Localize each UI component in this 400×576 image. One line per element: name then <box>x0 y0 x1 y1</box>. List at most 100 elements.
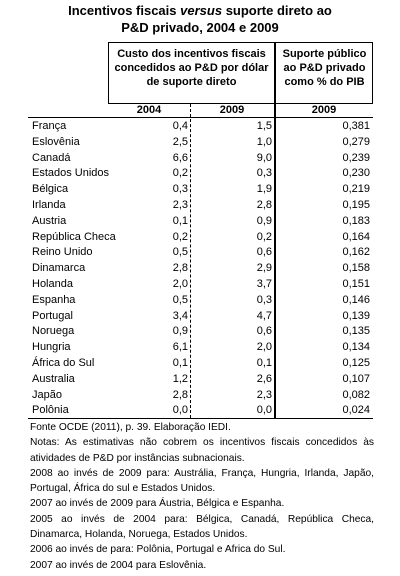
value-cell: 0,2 <box>172 230 188 243</box>
country-cell: Espanha <box>32 293 76 306</box>
border <box>28 117 373 118</box>
value-cell: 0,139 <box>342 309 370 322</box>
value-cell: 0,9 <box>172 325 188 338</box>
country-cell: Austria <box>32 214 67 227</box>
value-cell: 0,3 <box>172 183 188 196</box>
value-cell: 2,8 <box>172 388 188 401</box>
value-cell: 0,164 <box>342 230 370 243</box>
value-cell: 0,134 <box>342 341 370 354</box>
value-cell: 0,2 <box>256 230 272 243</box>
country-cell: Canadá <box>32 151 71 164</box>
country-cell: Noruega <box>32 325 75 338</box>
note: 2006 ao invés de para: Polônia, Portugal… <box>30 544 286 556</box>
sub-header: 2009 <box>219 104 245 116</box>
country-cell: Bélgica <box>32 183 69 196</box>
value-cell: 0,3 <box>256 293 272 306</box>
sub-header: 2009 <box>311 104 337 116</box>
value-cell: 1,2 <box>172 372 188 385</box>
country-cell: Holanda <box>32 278 73 290</box>
divider <box>190 104 191 418</box>
title-text: P&D privado, 2004 e 2009 <box>121 20 279 35</box>
value-cell: 0,125 <box>342 357 370 369</box>
value-cell: 0,239 <box>342 151 370 164</box>
value-cell: 0,1 <box>256 357 272 369</box>
country-cell: África do Sul <box>32 357 95 369</box>
value-cell: 9,0 <box>256 151 272 164</box>
value-cell: 2,6 <box>256 372 272 385</box>
country-cell: Polônia <box>32 404 69 417</box>
country-cell: Portugal <box>32 309 73 322</box>
value-cell: 0,219 <box>342 183 370 196</box>
title: Incentivos fiscais versus suporte direto… <box>0 2 400 36</box>
value-cell: 4,7 <box>256 309 272 322</box>
sub-header: 2004 <box>136 104 162 116</box>
country-cell: Eslovênia <box>32 135 80 148</box>
value-cell: 0,1 <box>172 214 188 227</box>
value-cell: 0,082 <box>342 388 370 401</box>
country-cell: França <box>32 120 67 132</box>
value-cell: 2,3 <box>172 199 188 211</box>
value-cell: 0,279 <box>342 135 370 148</box>
value-cell: 1,0 <box>256 135 272 148</box>
value-cell: 0,5 <box>172 246 188 259</box>
country-cell: Estados Unidos <box>32 167 110 180</box>
country-cell: República Checa <box>32 230 116 243</box>
value-cell: 0,0 <box>256 404 272 417</box>
border <box>28 418 373 419</box>
value-cell: 0,158 <box>342 262 370 275</box>
value-cell: 2,3 <box>256 388 272 401</box>
value-cell: 0,5 <box>172 293 188 306</box>
value-cell: 0,1 <box>172 357 188 369</box>
title-italic: versus <box>180 3 223 18</box>
value-cell: 1,9 <box>256 183 272 196</box>
value-cell: 2,9 <box>256 262 272 275</box>
title-text: Incentivos fiscais <box>68 3 177 18</box>
value-cell: 0,162 <box>342 246 370 259</box>
value-cell: 0,381 <box>342 120 370 132</box>
country-cell: Irlanda <box>32 199 66 211</box>
value-cell: 2,0 <box>256 341 272 354</box>
value-cell: 6,1 <box>172 341 188 354</box>
value-cell: 0,135 <box>342 325 370 338</box>
country-cell: Reino Unido <box>32 246 93 259</box>
group-header: Suporte público ao P&D privado como % do… <box>282 48 367 88</box>
notes: Fonte OCDE (2011), p. 39. Elaboração IED… <box>30 420 374 573</box>
value-cell: 6,6 <box>172 151 188 164</box>
value-cell: 2,8 <box>172 262 188 275</box>
value-cell: 0,230 <box>342 167 370 180</box>
value-cell: 0,024 <box>342 404 370 417</box>
value-cell: 0,195 <box>342 199 370 211</box>
value-cell: 2,5 <box>172 135 188 148</box>
value-cell: 0,151 <box>342 278 370 290</box>
value-cell: 0,6 <box>256 246 272 259</box>
country-cell: Hungria <box>32 341 71 354</box>
title-text: suporte direto ao <box>225 3 332 18</box>
value-cell: 0,6 <box>256 325 272 338</box>
value-cell: 0,9 <box>256 214 272 227</box>
value-cell: 0,183 <box>342 214 370 227</box>
value-cell: 0,4 <box>172 120 188 132</box>
note: Notas: As estimativas não cobrem os ince… <box>30 437 374 464</box>
country-cell: Japão <box>32 388 62 401</box>
value-cell: 0,107 <box>342 372 370 385</box>
border <box>108 42 373 43</box>
value-cell: 0,3 <box>256 167 272 180</box>
note: Fonte OCDE (2011), p. 39. Elaboração IED… <box>30 422 231 433</box>
border <box>108 103 373 104</box>
value-cell: 3,7 <box>256 278 272 290</box>
country-cell: Australia <box>32 372 75 385</box>
value-cell: 3,4 <box>172 309 188 322</box>
value-cell: 2,8 <box>256 199 272 211</box>
value-cell: 0,2 <box>172 167 188 180</box>
value-cell: 0,0 <box>172 404 188 417</box>
value-cell: 2,0 <box>172 278 188 290</box>
note: 2005 ao invés de 2004 para: Bélgica, Can… <box>30 513 374 541</box>
note: 2007 ao invés de 2009 para Áustria, Bélg… <box>30 498 285 510</box>
value-cell: 0,146 <box>342 293 370 306</box>
border <box>108 42 109 104</box>
note: 2008 ao invés de 2009 para: Austrália, F… <box>30 467 374 495</box>
value-cell: 1,5 <box>256 120 272 132</box>
note: 2007 ao invés de 2004 para Eslovênia. <box>30 559 207 571</box>
border <box>274 42 276 418</box>
